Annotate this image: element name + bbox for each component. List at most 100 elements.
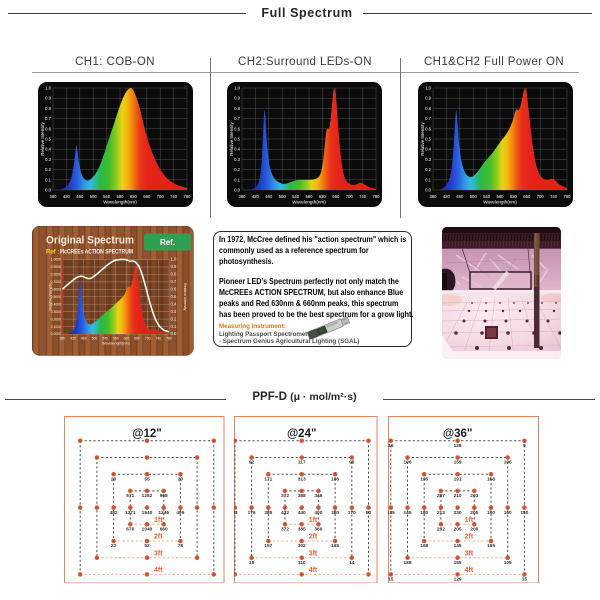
svg-text:165: 165: [331, 543, 339, 549]
svg-text:9: 9: [523, 443, 526, 449]
svg-text:Relative Intensity: Relative Intensity: [49, 283, 53, 311]
svg-text:Original Spectrum: Original Spectrum: [46, 235, 134, 247]
svg-text:52: 52: [144, 543, 150, 549]
svg-text:380: 380: [331, 509, 339, 515]
svg-text:0.6: 0.6: [234, 126, 240, 131]
svg-text:171: 171: [264, 476, 272, 482]
svg-text:1252: 1252: [142, 493, 153, 499]
svg-text:180: 180: [420, 509, 428, 515]
svg-text:0.0000: 0.0000: [51, 332, 61, 336]
svg-text:188: 188: [403, 559, 411, 565]
svg-text:460: 460: [265, 194, 273, 199]
svg-text:482: 482: [110, 509, 118, 515]
svg-text:0.6: 0.6: [171, 287, 177, 292]
svg-text:1.0000: 1.0000: [51, 258, 61, 262]
svg-text:0.1: 0.1: [171, 324, 177, 329]
svg-text:205: 205: [453, 526, 461, 532]
svg-text:191: 191: [453, 476, 461, 482]
svg-text:620: 620: [319, 194, 327, 199]
svg-text:287: 287: [436, 493, 444, 499]
svg-text:190: 190: [486, 509, 494, 515]
svg-text:0.8: 0.8: [425, 106, 431, 111]
svg-text:540: 540: [102, 337, 108, 341]
svg-text:460: 460: [81, 337, 87, 341]
svg-text:0.9: 0.9: [171, 264, 177, 269]
svg-text:2ft: 2ft: [309, 533, 318, 540]
svg-text:700: 700: [145, 337, 151, 341]
svg-text:0.5: 0.5: [45, 137, 51, 142]
svg-text:580: 580: [497, 194, 505, 199]
svg-text:380: 380: [239, 194, 247, 199]
svg-text:78: 78: [178, 543, 184, 549]
svg-text:0.7: 0.7: [234, 116, 240, 121]
svg-text:282: 282: [436, 526, 444, 532]
svg-text:McCREEs ACTION SPECTRUM: McCREEs ACTION SPECTRUM: [60, 250, 133, 256]
svg-text:420: 420: [443, 194, 451, 199]
svg-text:0.9: 0.9: [425, 96, 431, 101]
svg-text:14: 14: [349, 559, 355, 565]
svg-text:432: 432: [281, 509, 289, 515]
svg-text:670: 670: [126, 526, 134, 532]
svg-text:540: 540: [103, 194, 111, 199]
svg-text:93: 93: [234, 509, 238, 515]
svg-text:1.0: 1.0: [425, 86, 431, 91]
svg-text:0.1: 0.1: [425, 177, 431, 182]
svg-text:0.4000: 0.4000: [51, 302, 61, 306]
svg-text:230: 230: [453, 509, 461, 515]
svg-text:0.1000: 0.1000: [51, 325, 61, 329]
svg-text:540: 540: [483, 194, 491, 199]
svg-text:0.1: 0.1: [45, 177, 51, 182]
svg-text:0.5: 0.5: [234, 137, 240, 142]
svg-text:0.4: 0.4: [171, 301, 177, 306]
svg-text:0.2: 0.2: [171, 316, 177, 321]
svg-text:168: 168: [420, 543, 428, 549]
svg-text:372: 372: [281, 493, 289, 499]
svg-text:0.8: 0.8: [171, 272, 177, 277]
svg-text:460: 460: [456, 194, 464, 199]
svg-text:Relative Intensity: Relative Intensity: [229, 121, 234, 155]
svg-text:176: 176: [248, 509, 256, 515]
svg-text:157: 157: [264, 543, 272, 549]
svg-text:700: 700: [346, 194, 354, 199]
svg-text:780: 780: [184, 194, 192, 199]
svg-text:346: 346: [314, 493, 322, 499]
svg-text:145: 145: [453, 543, 461, 549]
svg-text:145: 145: [403, 509, 411, 515]
svg-text:700: 700: [537, 194, 545, 199]
svg-text:500: 500: [470, 194, 478, 199]
svg-text:1ft: 1ft: [464, 516, 473, 523]
svg-text:0.7: 0.7: [171, 279, 177, 284]
svg-text:168: 168: [486, 476, 494, 482]
svg-text:1.0: 1.0: [234, 86, 240, 91]
svg-text:500: 500: [90, 194, 98, 199]
svg-text:90: 90: [366, 509, 372, 515]
svg-text:385: 385: [298, 526, 306, 532]
svg-text:385: 385: [264, 509, 272, 515]
svg-text:440: 440: [298, 509, 306, 515]
svg-text:129: 129: [453, 576, 461, 582]
svg-text:620: 620: [510, 194, 518, 199]
svg-text:380: 380: [60, 337, 66, 341]
svg-text:420: 420: [63, 194, 71, 199]
svg-text:Relative Intensity: Relative Intensity: [40, 121, 45, 155]
svg-text:155: 155: [453, 559, 461, 565]
svg-text:0.3: 0.3: [171, 309, 177, 314]
svg-text:160: 160: [503, 509, 511, 515]
svg-text:0.5: 0.5: [171, 294, 177, 299]
svg-text:0.6: 0.6: [425, 126, 431, 131]
svg-text:660: 660: [134, 337, 140, 341]
svg-text:0.4: 0.4: [425, 147, 431, 152]
svg-text:15: 15: [249, 559, 255, 565]
svg-text:106: 106: [503, 459, 511, 465]
svg-text:117: 117: [298, 459, 306, 465]
svg-text:Wavelength(nm): Wavelength(nm): [292, 200, 326, 205]
svg-text:16: 16: [388, 443, 394, 449]
svg-text:0.0: 0.0: [45, 188, 51, 193]
svg-text:98: 98: [349, 459, 355, 465]
svg-text:380: 380: [50, 194, 58, 199]
svg-text:580: 580: [113, 337, 119, 341]
svg-text:106: 106: [403, 459, 411, 465]
svg-text:500: 500: [279, 194, 287, 199]
svg-text:1371: 1371: [125, 509, 136, 515]
svg-text:540: 540: [292, 194, 300, 199]
